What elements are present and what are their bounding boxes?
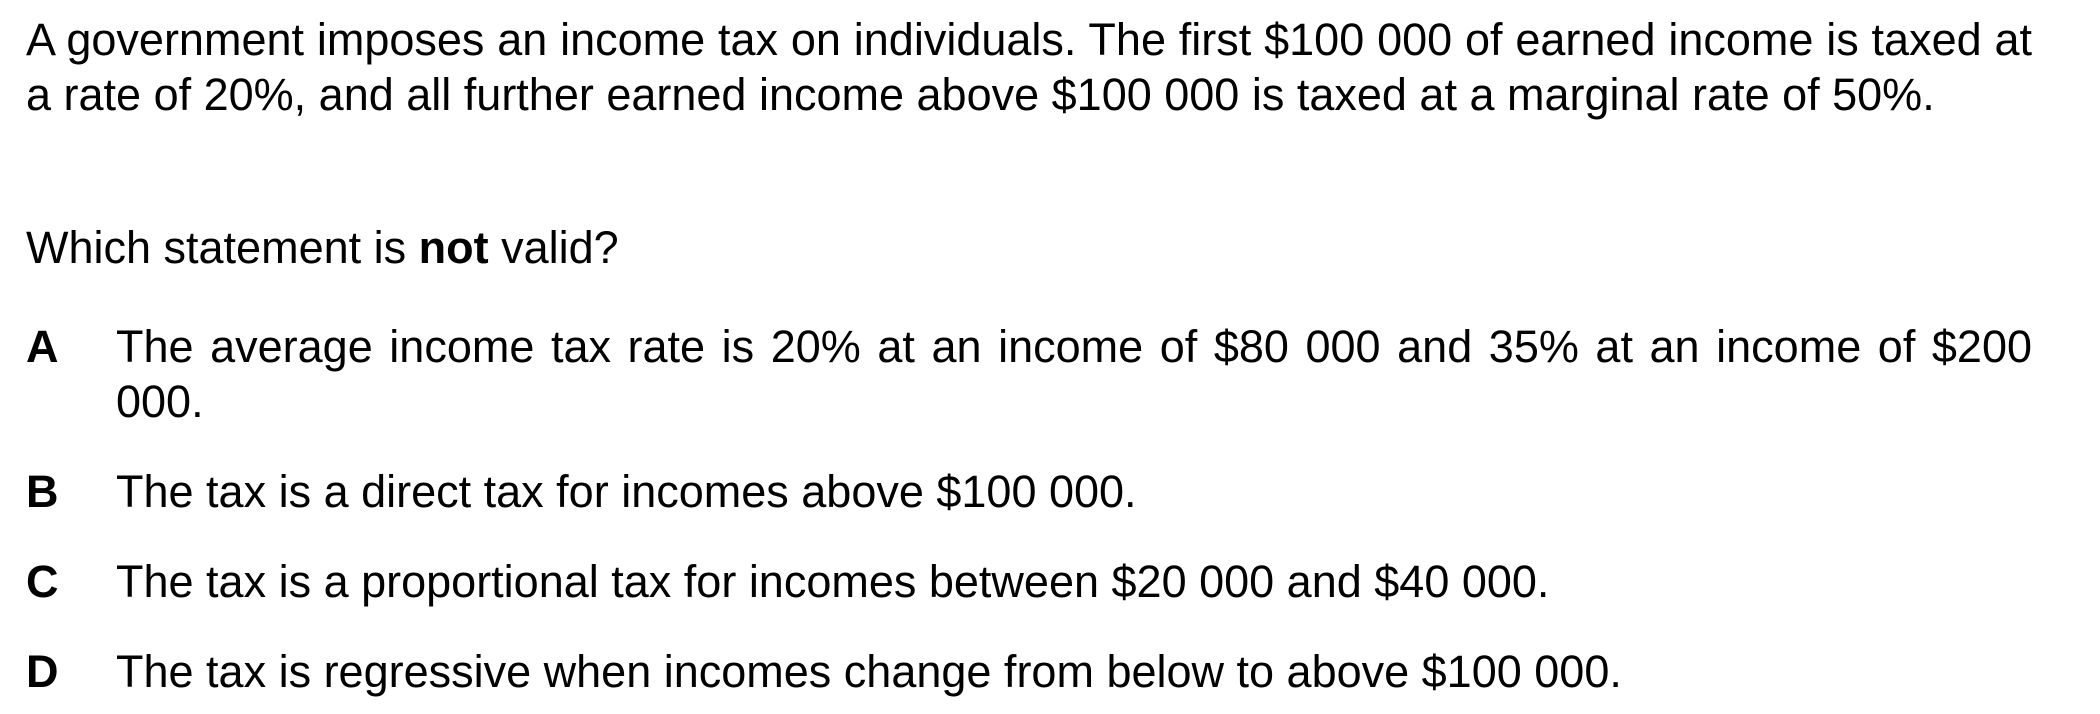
prompt-before: Which statement is <box>26 222 419 273</box>
option-text: The tax is a direct tax for incomes abov… <box>116 466 1137 517</box>
option-text: The tax is a proportional tax for income… <box>116 556 1550 607</box>
prompt-after: valid? <box>488 222 619 273</box>
option-letter: C <box>26 556 59 607</box>
option-text: The tax is regressive when incomes chang… <box>116 646 1622 697</box>
question-stem: A government imposes an income tax on in… <box>26 14 2032 120</box>
option-letter: A <box>26 321 59 372</box>
prompt-emphasis: not <box>418 222 489 273</box>
option-letter: D <box>26 646 59 697</box>
option-letter: B <box>26 466 59 517</box>
option-text: The average income tax rate is 20% at an… <box>116 321 2032 427</box>
question-prompt: Which statement is not valid? <box>26 220 619 275</box>
